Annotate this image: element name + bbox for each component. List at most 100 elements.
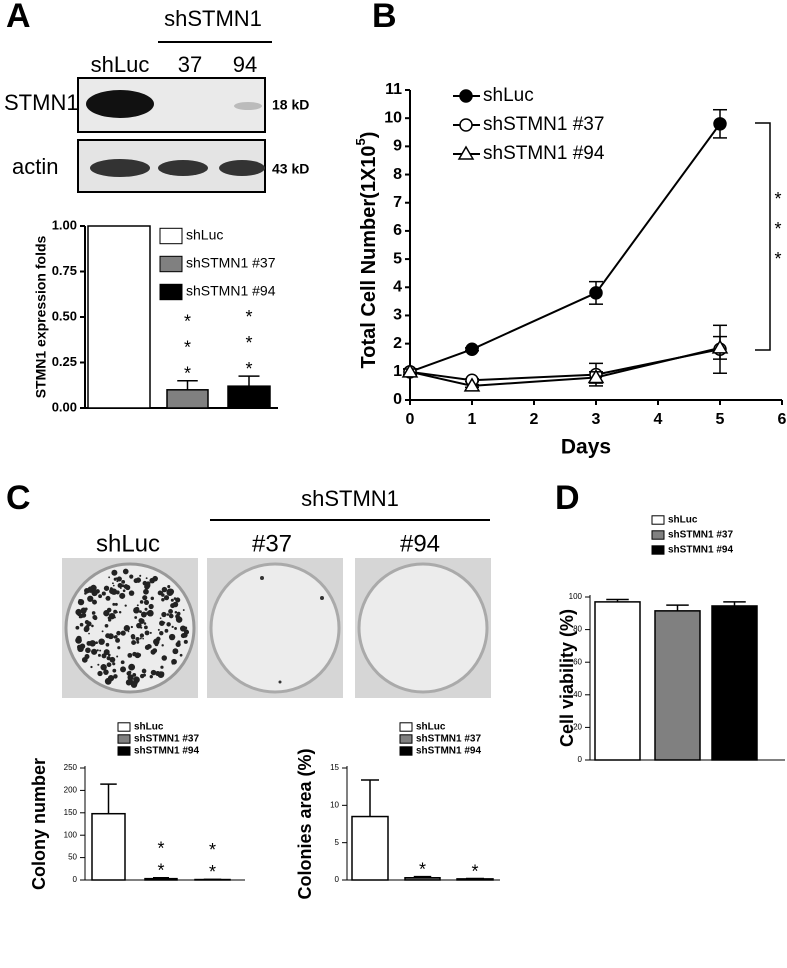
colony [143,588,149,595]
colony [116,576,122,582]
colony [157,628,160,631]
y-tick-label: 1 [393,363,402,380]
dish [357,562,489,694]
y-axis-label: Total Cell Number(1X105) [353,132,380,369]
colony [174,610,178,614]
legend-label: shLuc [483,85,534,106]
colony [112,668,117,673]
lane-label: shLuc [91,52,150,77]
colony [133,578,139,584]
y-tick-label: 80 [573,625,582,634]
colony [98,594,103,599]
band [234,102,262,110]
marker [401,363,419,378]
blot-strip [77,77,266,133]
colony [130,681,138,688]
colony [172,648,179,655]
y-tick-label: 11 [385,81,402,98]
marker [465,342,479,357]
y-tick-label: 50 [68,853,77,862]
colony [139,633,145,638]
colony [152,648,158,654]
colony [158,637,161,639]
colony-photos [62,558,491,698]
colony [166,613,170,616]
significance-star: * [209,840,216,860]
y-tick-label: 5 [335,838,340,847]
y-tick-label: 150 [64,808,78,817]
significance-star: * [471,861,478,881]
legend-label: shSTMN1 #37 [668,530,733,541]
colony [112,662,116,666]
y-tick-label: 3 [393,307,402,324]
colony [166,589,174,596]
legend-marker [457,145,475,160]
y-tick-label: 0 [73,875,78,884]
legend-label: shLuc [186,227,223,243]
y-axis-label: Colonies area (%) [295,748,315,899]
y-tick-label: 0 [335,875,340,884]
colony [85,647,91,654]
x-tick-label: 4 [654,411,663,428]
bar [594,601,641,761]
colony [130,625,133,629]
significance-star: * [157,861,164,881]
legend-label: shSTMN1 #94 [134,746,199,757]
bar [654,610,701,761]
colony [90,665,93,669]
bar [91,812,126,881]
y-tick-label: 100 [569,592,583,601]
y-tick-label: 0.25 [52,354,77,369]
colony [149,631,152,634]
colony [114,616,116,619]
colony [148,644,152,649]
colony [161,611,167,618]
size-label: 18 kD [272,97,309,113]
colony [177,640,181,644]
colony [119,592,126,599]
colony [163,595,170,601]
colony [114,634,118,639]
colony [93,591,96,594]
colony [121,579,126,584]
colony [107,616,111,620]
colony [128,663,136,671]
colony [147,610,152,615]
colony [142,595,148,601]
colony [132,672,137,677]
colony [78,598,82,603]
y-tick-label: 6 [393,222,402,239]
legend-swatch [399,734,413,744]
band [90,159,150,177]
colony [139,600,144,604]
colony [89,640,96,647]
y-tick-label: 7 [393,194,402,211]
y-tick-label: 15 [330,763,339,772]
colony [78,615,82,619]
colony [108,576,111,579]
legend-marker [459,89,473,103]
colony [104,623,109,628]
lane-label: 37 [178,52,202,77]
colony [171,658,177,665]
colony [127,630,130,633]
y-tick-label: 1.00 [52,217,77,232]
colony [142,637,144,640]
colony [148,603,154,610]
colony [75,608,82,616]
dish [209,562,341,694]
colony [122,568,129,575]
colony [98,653,101,657]
significance-star: * [774,249,781,269]
colony [163,587,167,591]
image-label: #94 [400,530,440,557]
colony [161,593,165,597]
colony [122,589,126,593]
colony [179,653,183,657]
colony [173,597,177,600]
colony [105,649,110,654]
colony [159,630,164,636]
colony [92,599,97,605]
legend-label: shSTMN1 #94 [416,746,481,757]
y-axis-label-part: 5 [353,138,368,145]
